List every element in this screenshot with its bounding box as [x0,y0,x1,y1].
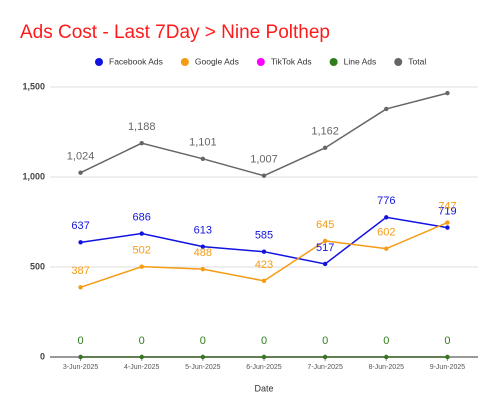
data-label: 488 [194,247,212,259]
legend-label: Facebook Ads [109,56,163,66]
legend-marker [394,58,403,66]
data-point [445,220,450,225]
data-point [322,145,328,151]
data-point [384,106,389,112]
x-tick-label: 3-Jun-2025 [63,364,99,371]
data-label: 637 [71,220,89,232]
data-label: 1,024 [67,151,95,163]
data-label: 0 [383,335,389,347]
y-tick-label: 1,000 [22,171,45,181]
x-tick-label: 8-Jun-2025 [369,364,405,371]
data-label: 0 [139,335,145,347]
legend-label: TikTok Ads [271,56,312,66]
legend-marker [329,58,338,66]
data-point [322,354,328,360]
data-label: 0 [444,335,450,347]
x-tick-label: 5-Jun-2025 [185,364,221,371]
data-point [78,240,83,245]
data-label: 423 [255,259,273,271]
data-point [384,215,389,220]
data-label: 686 [133,211,151,223]
data-label: 719 [438,205,456,217]
data-label: 613 [194,225,212,237]
legend-marker [180,58,189,66]
data-label: 1,188 [128,121,156,133]
data-label: 0 [261,335,267,347]
data-label: 0 [78,335,84,347]
data-label: 602 [377,227,395,239]
data-point [78,170,83,175]
x-tick-label: 6-Jun-2025 [246,364,282,371]
data-point [445,354,450,360]
y-tick-label: 1,500 [22,81,45,91]
data-point [78,354,83,360]
data-label: 387 [71,265,89,277]
x-tick-label: 7-Jun-2025 [307,364,343,371]
x-tick-label: 4-Jun-2025 [124,364,160,371]
data-point [384,246,389,251]
data-point [139,140,144,146]
data-point [139,231,144,236]
data-label: 502 [133,245,151,257]
data-point [261,278,267,284]
data-point [384,354,389,360]
chart-title: Ads Cost - Last 7Day > Nine Polthep [20,22,330,43]
data-point [322,238,328,244]
data-point [445,225,450,230]
data-label: 645 [316,219,334,231]
data-point [261,249,267,254]
y-tick-label: 0 [40,351,45,361]
data-point [139,354,144,360]
data-label: 1,162 [311,126,339,138]
data-point [445,90,450,96]
data-label: 1,101 [189,137,217,149]
data-label: 776 [377,195,395,207]
x-axis-label: Date [254,383,273,393]
data-point [200,156,206,162]
data-point [78,285,83,290]
data-point [200,244,206,249]
legend-label: Google Ads [195,56,239,66]
data-point [139,264,144,269]
legend-label: Line Ads [344,56,377,66]
data-label: 747 [438,200,456,212]
data-label: 0 [200,335,206,347]
y-tick-label: 500 [30,261,45,271]
data-label: 1,007 [250,154,278,166]
legend-marker [256,58,265,66]
data-label: 585 [255,230,273,242]
legend-marker [95,58,103,66]
data-point [261,173,267,178]
x-tick-label: 9-Jun-2025 [430,364,466,371]
data-point [322,261,328,267]
data-label: 0 [322,335,328,347]
data-point [200,354,206,360]
legend-label: Total [408,56,426,66]
data-point [261,354,267,360]
data-label: 517 [316,242,334,254]
data-point [200,266,206,272]
